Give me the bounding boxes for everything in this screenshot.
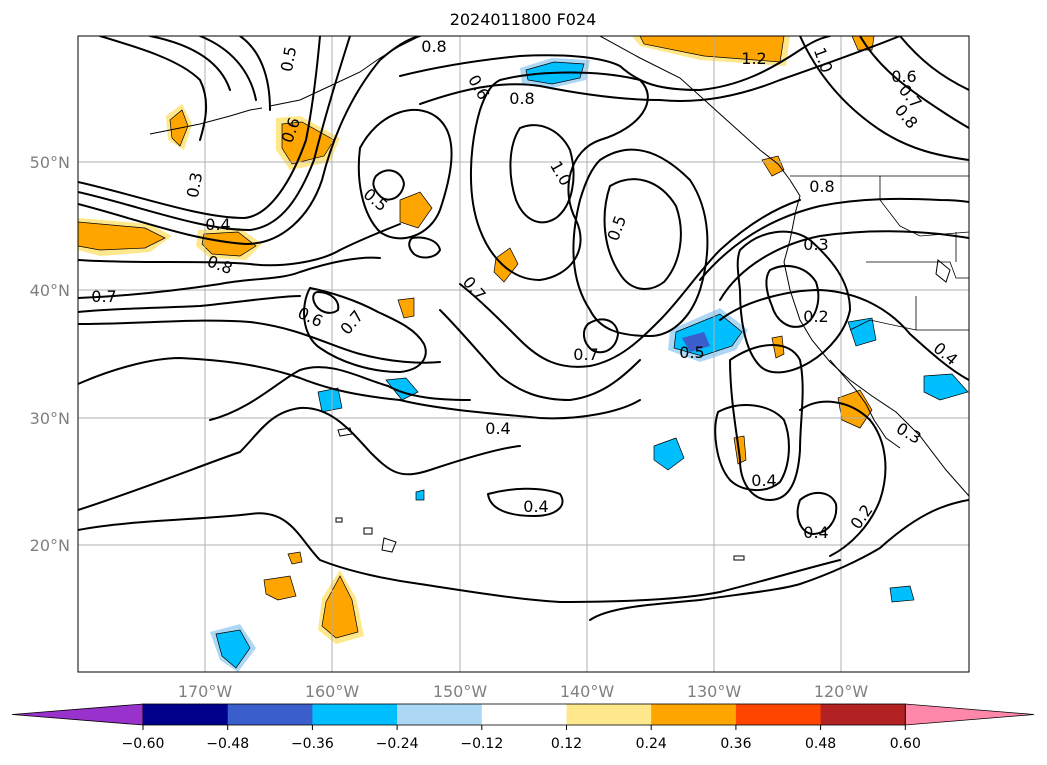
colorbar-segment (227, 704, 313, 725)
lon-label: 170°W (178, 682, 233, 701)
positive-region (287, 551, 303, 565)
colorbar-segment (651, 704, 737, 725)
colorbar-tick-label: −0.48 (206, 736, 249, 752)
negative-region (682, 332, 710, 352)
colorbar-tick-label: −0.36 (291, 736, 334, 752)
contour-label: 0.8 (421, 37, 446, 56)
positive-region (281, 121, 335, 165)
colorbar-extend-max (904, 703, 1035, 726)
coastlines (149, 36, 969, 561)
positive-region (851, 36, 875, 51)
colorbar-segment (312, 704, 398, 725)
positive-region (397, 297, 415, 319)
lat-label: 20°N (30, 536, 70, 555)
lat-label: 50°N (30, 153, 70, 172)
negative-region (889, 585, 915, 603)
positive-region (78, 221, 166, 251)
contour-label: 0.4 (205, 215, 230, 234)
negative-region (215, 629, 251, 669)
contour-label: 0.4 (751, 471, 776, 490)
contour-label: 0.5 (277, 45, 300, 73)
positive-region (263, 575, 297, 601)
colorbar-frame (142, 703, 906, 726)
negative-region (923, 373, 969, 401)
map-title: 2024011800 F024 (450, 10, 597, 29)
positive-region (399, 191, 433, 229)
latitude-labels: 50°N 40°N 30°N 20°N (30, 153, 70, 555)
negative-region (317, 387, 343, 413)
colorbar-segment (481, 704, 567, 725)
contour-label: 0.4 (803, 523, 828, 542)
contour-label: 0.8 (809, 177, 834, 196)
lon-label: 160°W (305, 682, 360, 701)
positive-region (771, 335, 785, 359)
graticule (78, 36, 969, 672)
contour-label: 1.2 (741, 49, 766, 68)
contour-label: 0.5 (679, 343, 704, 362)
colorbar-tick-label: 0.12 (551, 736, 582, 752)
contour-label: 0.3 (183, 171, 206, 199)
lon-label: 140°W (560, 682, 615, 701)
contour-label: 0.4 (523, 497, 548, 516)
contour-label: 0.3 (803, 235, 828, 254)
plot-area (78, 36, 969, 672)
colorbar-segment (397, 704, 483, 725)
positive-region (201, 231, 257, 257)
contour-label: 0.2 (803, 307, 828, 326)
plot-frame (77, 35, 970, 673)
contour-label: 0.7 (91, 287, 116, 306)
lat-label: 40°N (30, 281, 70, 300)
colorbar-segment (735, 704, 822, 725)
colorbar-extend-min (11, 703, 144, 726)
colorbar-segment (820, 704, 906, 725)
lon-label: 150°W (433, 682, 488, 701)
shaded-regions (78, 36, 969, 672)
colorbar-tick-label: 0.60 (890, 736, 921, 752)
contour-label: 0.6 (891, 67, 916, 86)
contour-label: 0.8 (509, 89, 534, 108)
colorbar-segment (143, 704, 229, 725)
lon-label: 120°W (814, 682, 869, 701)
colorbar-tick-label: −0.12 (460, 736, 503, 752)
borders (790, 175, 969, 331)
colorbar-tick-label: 0.36 (720, 736, 751, 752)
plot-content: 0.8 0.5 0.6 0.6 0.8 1.2 1.0 0.6 0.7 0.8 … (78, 36, 969, 672)
positive-region (321, 575, 359, 639)
colorbar-tick-label: 0.24 (636, 736, 667, 752)
lat-label: 30°N (30, 409, 70, 428)
colorbar-tick-label: 0.48 (805, 736, 836, 752)
colorbar-tick-label: −0.60 (122, 736, 165, 752)
negative-region (653, 437, 685, 471)
contour-label: 0.7 (573, 345, 598, 364)
longitude-labels: 170°W 160°W 150°W 140°W 130°W 120°W (178, 682, 869, 701)
negative-region (847, 317, 877, 347)
lon-label: 130°W (687, 682, 742, 701)
colorbar-tick-label: −0.24 (376, 736, 419, 752)
positive-region (493, 247, 519, 283)
colorbar-segment (566, 704, 652, 725)
negative-region (415, 489, 425, 501)
positive-region (639, 36, 785, 63)
colorbar-ticks: −0.60 −0.48 −0.36 −0.24 −0.12 0.12 0.24 0.36 0.4… (122, 725, 921, 752)
contour-lines (78, 36, 969, 621)
positive-region (761, 155, 785, 177)
contour-label: 0.4 (485, 419, 510, 438)
colorbar (11, 703, 1035, 726)
